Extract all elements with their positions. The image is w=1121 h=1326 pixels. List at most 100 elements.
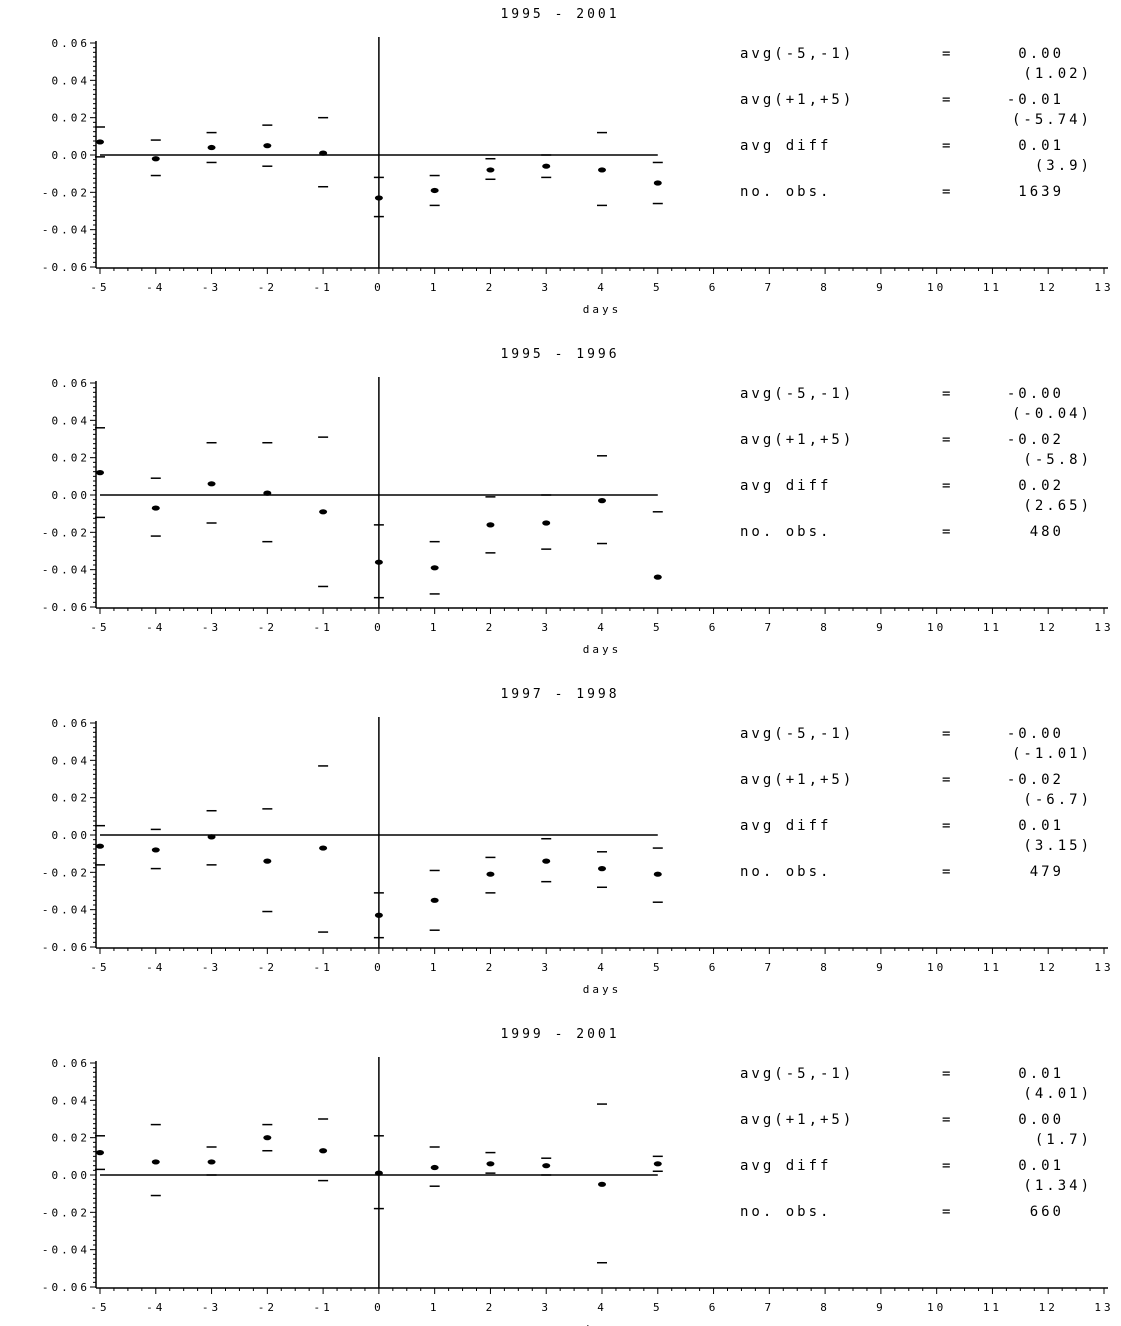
chart-panel-2: 1995 - 1996 0.06 0.04 0.02 0.00 -0.02 -0.04 -0.…	[42, 347, 1113, 656]
chart-panel-3: 1997 - 1998 0.06 0.04 0.02 0.00 -0.02 -0.04 -0.…	[42, 687, 1113, 996]
mean-point	[96, 843, 104, 849]
stat-tstat: (3.9)	[1035, 158, 1092, 174]
x-tick-label: 6	[709, 1301, 719, 1314]
mean-point	[319, 845, 328, 851]
stat-equals: =	[942, 432, 953, 448]
x-tick-label: 13	[1094, 961, 1113, 974]
stat-value: 479	[1030, 864, 1064, 880]
x-tick-label: 13	[1094, 621, 1113, 634]
stat-label: no. obs.	[740, 524, 831, 540]
mean-point	[542, 520, 551, 526]
mean-point	[486, 167, 495, 173]
mean-point	[430, 565, 439, 571]
y-tick-label: -0.04	[42, 224, 90, 237]
stat-label: no. obs.	[740, 864, 831, 880]
stat-equals: =	[942, 1112, 953, 1128]
x-tick-label: 1	[430, 1301, 440, 1314]
stat-value: 480	[1030, 524, 1064, 540]
mean-point	[486, 522, 495, 528]
stat-value: 0.00	[1018, 46, 1064, 62]
x-tick-label: 4	[597, 961, 607, 974]
x-tick-label: 11	[983, 961, 1002, 974]
x-tick-label: 8	[820, 961, 830, 974]
stat-equals: =	[942, 818, 953, 834]
stat-value: 1639	[1018, 184, 1064, 200]
stat-equals: =	[942, 46, 953, 62]
mean-point	[653, 574, 662, 580]
stat-label: avg(-5,-1)	[740, 726, 854, 742]
x-tick-label: 6	[709, 281, 719, 294]
stat-tstat: (1.02)	[1023, 66, 1092, 82]
stat-label: avg(-5,-1)	[740, 386, 854, 402]
y-tick-label: 0.02	[52, 1132, 91, 1145]
x-tick-label: 9	[876, 961, 886, 974]
x-axis-label: days	[583, 303, 622, 316]
stat-label: avg diff	[740, 138, 831, 154]
stat-equals: =	[942, 184, 953, 200]
y-tick-label: -0.04	[42, 1244, 90, 1257]
y-tick-label: -0.02	[42, 1206, 90, 1219]
stat-label: avg(+1,+5)	[740, 92, 854, 108]
x-tick-label: 1	[430, 621, 440, 634]
stat-tstat: (4.01)	[1023, 1086, 1092, 1102]
stat-equals: =	[942, 1204, 953, 1220]
stat-equals: =	[942, 726, 953, 742]
mean-point	[430, 897, 439, 903]
x-axis-label: days	[583, 643, 622, 656]
x-tick-label: -3	[202, 621, 221, 634]
mean-point	[486, 871, 495, 877]
stat-tstat: (1.34)	[1023, 1178, 1092, 1194]
stat-tstat: (3.15)	[1023, 838, 1092, 854]
x-tick-label: -2	[258, 621, 277, 634]
x-tick-label: 3	[541, 961, 551, 974]
stat-equals: =	[942, 524, 953, 540]
x-tick-label: 10	[927, 281, 946, 294]
stat-label: avg(+1,+5)	[740, 1112, 854, 1128]
y-tick-label: 0.00	[52, 1169, 91, 1182]
stat-label: avg(+1,+5)	[740, 772, 854, 788]
x-tick-label: -3	[202, 961, 221, 974]
y-tick-label: -0.02	[42, 526, 90, 539]
x-tick-label: 13	[1094, 281, 1113, 294]
mean-point	[598, 1181, 606, 1187]
x-axis-label: days	[583, 1323, 622, 1326]
mean-point	[374, 195, 383, 201]
mean-point	[319, 1148, 328, 1154]
x-tick-label: 0	[374, 961, 384, 974]
x-tick-label: -4	[146, 281, 165, 294]
chart-title: 1997 - 1998	[500, 687, 619, 702]
mean-point	[207, 834, 216, 840]
x-tick-label: 8	[820, 621, 830, 634]
x-tick-label: -4	[146, 961, 165, 974]
stat-label: avg(+1,+5)	[740, 432, 854, 448]
x-tick-label: -2	[258, 281, 277, 294]
chart-title: 1999 - 2001	[500, 1027, 619, 1042]
x-tick-label: -1	[313, 621, 332, 634]
mean-point	[151, 847, 160, 853]
stat-equals: =	[942, 138, 953, 154]
stat-tstat: (-0.04)	[1012, 406, 1092, 422]
x-tick-label: -4	[146, 1301, 165, 1314]
x-tick-label: 9	[876, 1301, 886, 1314]
x-tick-label: -1	[313, 1301, 332, 1314]
stat-tstat: (2.65)	[1023, 498, 1092, 514]
x-tick-label: 10	[927, 961, 946, 974]
stat-value: 0.01	[1018, 1158, 1064, 1174]
stat-value: -0.01	[1007, 92, 1064, 108]
y-tick-label: -0.06	[42, 941, 90, 954]
y-tick-label: -0.04	[42, 564, 90, 577]
y-tick-label: 0.00	[52, 489, 91, 502]
mean-point	[319, 509, 328, 515]
y-tick-label: 0.06	[52, 377, 91, 390]
stat-equals: =	[942, 1066, 953, 1082]
x-tick-label: 11	[983, 281, 1002, 294]
y-tick-label: 0.02	[52, 792, 91, 805]
x-tick-label: 7	[765, 281, 775, 294]
x-tick-label: -2	[258, 1301, 277, 1314]
mean-point	[598, 866, 606, 872]
stat-tstat: (-6.7)	[1023, 792, 1092, 808]
x-tick-label: -5	[90, 1301, 109, 1314]
x-tick-label: -1	[313, 961, 332, 974]
mean-point	[96, 1150, 104, 1156]
